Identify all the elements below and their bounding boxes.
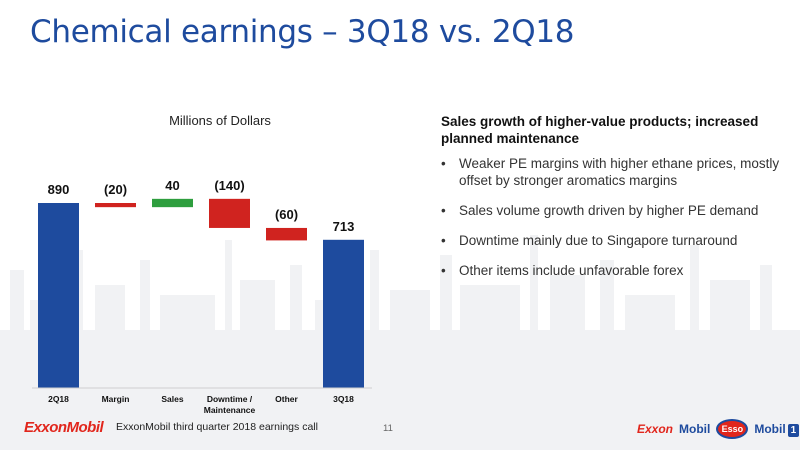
bullet-icon: • <box>441 156 446 171</box>
bullet-text: Sales volume growth driven by higher PE … <box>459 203 759 218</box>
bar <box>209 198 250 228</box>
bar <box>38 203 79 388</box>
bullet-text: Weaker PE margins with higher ethane pri… <box>459 156 780 188</box>
bullet-list: • Weaker PE margins with higher ethane pr… <box>441 155 786 279</box>
bullet-text: Other items include unfavorable forex <box>459 263 684 278</box>
bar <box>95 203 136 208</box>
esso-logo: Esso <box>716 419 749 439</box>
bullet-item: • Weaker PE margins with higher ethane pr… <box>441 155 786 189</box>
bar <box>323 239 364 388</box>
bullet-item: • Downtime mainly due to Singapore turnar… <box>441 232 786 249</box>
chart-unit-label: Millions of Dollars <box>169 113 271 128</box>
mobil1-logo-text: Mobil <box>754 421 786 436</box>
commentary-panel: Sales growth of higher-value products; i… <box>441 113 786 292</box>
bullet-item: • Other items include unfavorable forex <box>441 262 786 279</box>
bullet-item: • Sales volume growth driven by higher PE… <box>441 202 786 219</box>
page-number: 11 <box>383 423 393 434</box>
bar-value-label: (60) <box>275 207 298 222</box>
exxon-logo: Exxon <box>637 422 674 436</box>
bullet-icon: • <box>441 203 446 218</box>
bullet-icon: • <box>441 263 446 278</box>
bar-value-label: (20) <box>104 182 127 197</box>
bullet-icon: • <box>441 233 446 248</box>
category-label: Sales <box>161 394 183 404</box>
mobil1-logo: Mobil 1 <box>754 421 800 437</box>
category-label: Downtime / <box>207 394 253 404</box>
bullet-text: Downtime mainly due to Singapore turnaro… <box>459 233 738 248</box>
slide-title: Chemical earnings – 3Q18 vs. 2Q18 <box>30 14 575 50</box>
bar <box>266 227 307 241</box>
bar-value-label: 713 <box>333 219 355 234</box>
bar <box>152 198 193 208</box>
bar-value-label: 890 <box>48 182 70 197</box>
category-label: Margin <box>102 394 130 404</box>
category-label: Maintenance <box>204 405 256 415</box>
brand-logos: Exxon Mobil Esso Mobil 1 <box>637 418 800 440</box>
mobil-logo: Mobil <box>679 422 711 436</box>
panel-heading: Sales growth of higher-value products; i… <box>441 114 759 146</box>
category-label: 3Q18 <box>333 394 354 404</box>
exxonmobil-logo: ExxonMobil <box>24 419 104 436</box>
mobil1-badge: 1 <box>787 423 800 437</box>
waterfall-chart: 890 2Q18 (20) Margin 40 Sales (140) Downtime /M… <box>32 178 372 415</box>
category-label: Other <box>275 394 298 404</box>
bar-value-label: 40 <box>165 178 179 193</box>
footer-text: ExxonMobil third quarter 2018 earnings c… <box>116 421 318 433</box>
bar-value-label: (140) <box>214 178 244 193</box>
category-label: 2Q18 <box>48 394 69 404</box>
